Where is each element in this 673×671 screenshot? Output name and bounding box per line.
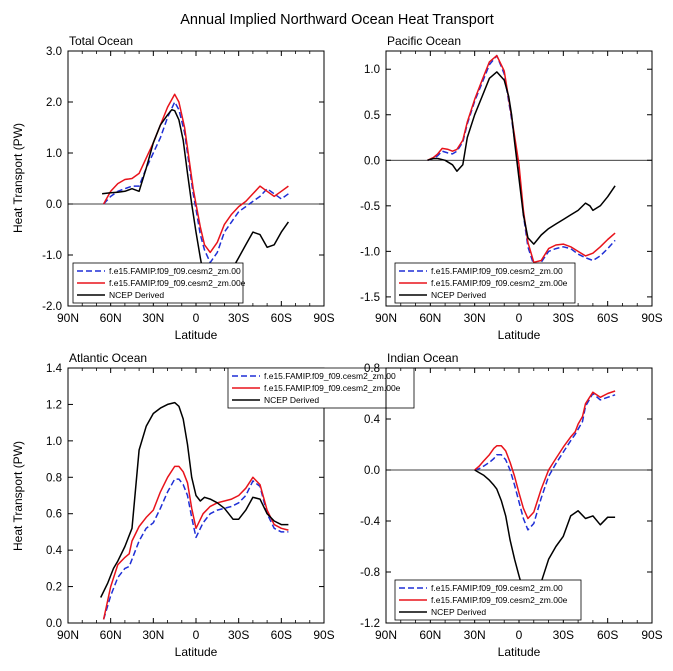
x-tick-label: 30N — [464, 311, 486, 325]
legend-label-2: NCEP Derived — [109, 290, 164, 300]
figure-title: Annual Implied Northward Ocean Heat Tran… — [180, 12, 494, 28]
y-tick-label: -0.5 — [360, 201, 380, 213]
y-tick-label: 0.8 — [46, 472, 62, 484]
legend-label-2: NCEP Derived — [431, 290, 486, 300]
panels: 90N 60N 30N 0 30S 60S 90S -2.0 -1.0 0.0 1.0 2.0 3.0 T… — [11, 34, 663, 659]
y-axis-label: Heat Transport (PW) — [11, 441, 25, 551]
legend: f.e15.FAMIP.f09_f09.cesm2_zm.00 f.e15.FAM… — [227, 367, 415, 409]
x-axis-label: Latitude — [175, 328, 218, 342]
series-line-1 — [474, 390, 616, 520]
legend-label-0: f.e15.FAMIP.f09_f09.cesm2_zm.00 — [109, 266, 241, 276]
legend-label-0: f.e15.FAMIP.f09_f09.cesm2_zm.00 — [431, 266, 563, 276]
x-tick-label: 30S — [553, 311, 574, 325]
x-tick-label: 0 — [193, 311, 200, 325]
x-axis-label: Latitude — [498, 645, 541, 659]
x-tick-label: 60N — [419, 311, 441, 325]
chart-panel-3: 90N 60N 30N 0 30S 60S 90S -1.2 -0.8 -0.4 0.0 0.4 0.8… — [360, 351, 663, 659]
series-line-1 — [427, 54, 616, 264]
y-tick-label: 2.0 — [46, 97, 62, 109]
series-line-1 — [102, 465, 289, 620]
x-tick-label: 60S — [271, 628, 292, 642]
legend-label-2: NCEP Derived — [431, 607, 486, 617]
series-line-1 — [102, 93, 289, 254]
series-line-2 — [100, 401, 289, 598]
x-tick-label: 60N — [419, 628, 441, 642]
y-tick-label: 0.4 — [46, 545, 63, 557]
x-tick-label: 60N — [100, 628, 122, 642]
legend: f.e15.FAMIP.f09_f09.cesm2_zm.00 f.e15.FAM… — [394, 262, 576, 304]
y-tick-label: 3.0 — [46, 46, 62, 58]
series-line-0 — [102, 478, 289, 620]
x-tick-label: 90N — [375, 311, 397, 325]
x-tick-label: 30S — [553, 628, 574, 642]
x-tick-label: 90S — [313, 311, 334, 325]
legend-label-1: f.e15.FAMIP.f09_f09.cesm2_zm.00e — [431, 278, 568, 288]
chart-panel-1: 90N 60N 30N 0 30S 60S 90S -1.5 -1.0 -0.5 0.0 0.5 1.0… — [360, 34, 663, 342]
y-tick-label: -1.0 — [42, 250, 62, 262]
y-tick-label: -2.0 — [42, 301, 62, 313]
y-tick-label: 0.0 — [364, 155, 380, 167]
y-axis-label: Heat Transport (PW) — [11, 123, 25, 233]
y-tick-label: 1.2 — [46, 399, 62, 411]
x-tick-label: 30S — [228, 628, 249, 642]
x-axis-label: Latitude — [498, 328, 541, 342]
x-tick-label: 90N — [57, 628, 79, 642]
x-tick-label: 90S — [313, 628, 334, 642]
legend-label-1: f.e15.FAMIP.f09_f09.cesm2_zm.00e — [431, 595, 568, 605]
x-tick-label: 30N — [464, 628, 486, 642]
x-tick-label: 90S — [641, 628, 662, 642]
y-tick-label: 0.6 — [46, 509, 62, 521]
y-tick-label: 1.0 — [46, 436, 62, 448]
series-line-0 — [103, 101, 289, 264]
x-tick-label: 30S — [228, 311, 249, 325]
y-tick-label: 0.4 — [364, 414, 381, 426]
y-tick-label: 1.4 — [46, 363, 63, 375]
y-tick-label: 0.2 — [46, 582, 62, 594]
x-tick-label: 60S — [597, 311, 618, 325]
x-tick-label: 30N — [142, 628, 164, 642]
y-tick-label: 0.8 — [364, 363, 380, 375]
legend: f.e15.FAMIP.f09_f09.cesm2_zm.00 f.e15.FAM… — [394, 579, 582, 621]
y-tick-label: 0.0 — [46, 618, 62, 630]
legend-label-0: f.e15.FAMIP.f09_f09.cesm2_zm.00 — [431, 583, 563, 593]
y-tick-label: 1.0 — [364, 64, 380, 76]
x-tick-label: 0 — [516, 311, 523, 325]
legend-label-0: f.e15.FAMIP.f09_f09.cesm2_zm.00 — [264, 371, 396, 381]
x-tick-label: 90S — [641, 311, 662, 325]
panel-title: Atlantic Ocean — [69, 351, 147, 365]
y-tick-label: -1.2 — [360, 618, 380, 630]
y-tick-label: 0.0 — [46, 199, 62, 211]
x-tick-label: 0 — [516, 628, 523, 642]
x-tick-label: 60S — [597, 628, 618, 642]
y-tick-label: 0.0 — [364, 465, 380, 477]
y-tick-label: -1.5 — [360, 292, 380, 304]
panel-title: Indian Ocean — [387, 351, 458, 365]
series-line-0 — [474, 392, 616, 531]
series-line-2 — [102, 108, 290, 288]
y-tick-label: -1.0 — [360, 246, 380, 258]
series-line-2 — [427, 71, 616, 245]
x-tick-label: 60S — [271, 311, 292, 325]
x-tick-label: 0 — [193, 628, 200, 642]
chart-panel-0: 90N 60N 30N 0 30S 60S 90S -2.0 -1.0 0.0 1.0 2.0 3.0 T… — [11, 34, 335, 342]
y-tick-label: 1.0 — [46, 148, 62, 160]
x-axis-label: Latitude — [175, 645, 218, 659]
chart-panel-2: 90N 60N 30N 0 30S 60S 90S 0.0 0.2 0.4 0.6 0.8 1.0 1.2… — [11, 351, 415, 659]
x-tick-label: 90N — [57, 311, 79, 325]
y-tick-label: 0.5 — [364, 110, 380, 122]
x-tick-label: 60N — [100, 311, 122, 325]
legend-label-1: f.e15.FAMIP.f09_f09.cesm2_zm.00e — [264, 383, 401, 393]
x-tick-label: 90N — [375, 628, 397, 642]
y-tick-label: -0.8 — [360, 567, 380, 579]
panel-title: Pacific Ocean — [387, 34, 461, 48]
legend: f.e15.FAMIP.f09_f09.cesm2_zm.00 f.e15.FAM… — [72, 262, 246, 304]
panel-title: Total Ocean — [69, 34, 133, 48]
legend-label-2: NCEP Derived — [264, 395, 319, 405]
x-tick-label: 30N — [142, 311, 164, 325]
y-tick-label: -0.4 — [360, 516, 380, 528]
legend-label-1: f.e15.FAMIP.f09_f09.cesm2_zm.00e — [109, 278, 246, 288]
